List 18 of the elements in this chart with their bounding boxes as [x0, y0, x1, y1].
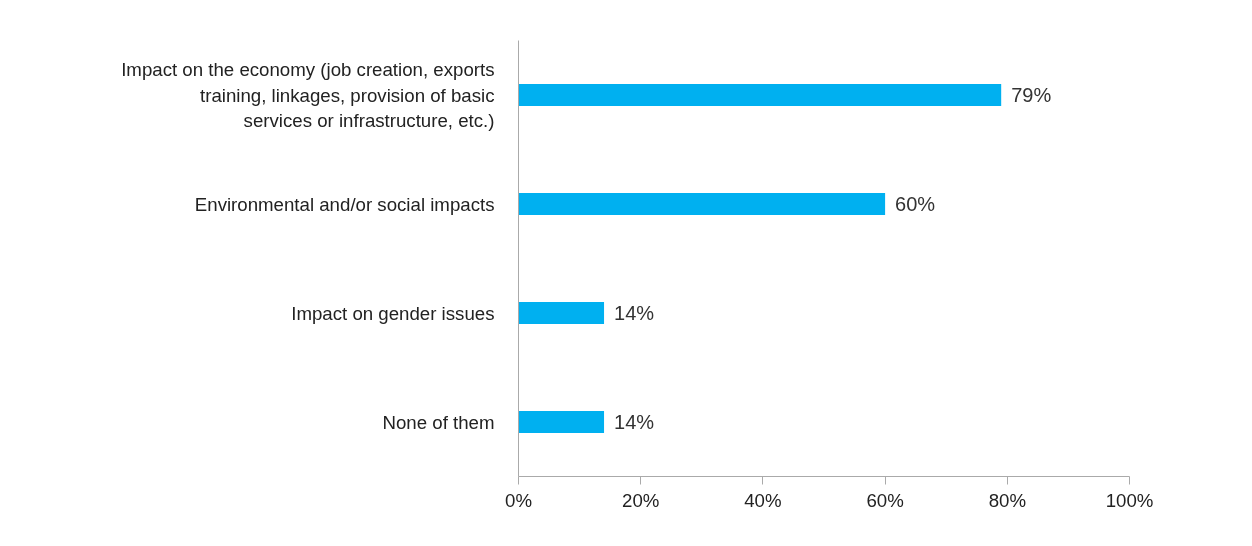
bar: [518, 193, 886, 215]
y-tick-label: Environmental and/or social impacts: [194, 193, 495, 215]
y-tick-label: None of them: [382, 411, 495, 433]
x-tick-label: 0%: [505, 489, 532, 511]
x-tick-label: 40%: [744, 489, 782, 511]
data-label: 14%: [614, 302, 655, 324]
x-tick-label: 100%: [1105, 489, 1154, 511]
x-tick-label: 60%: [866, 489, 904, 511]
data-label: 14%: [614, 411, 655, 433]
bar: [518, 84, 1002, 106]
x-tick-label: 20%: [622, 489, 660, 511]
y-tick-label: Impact on the economy (job creation, exports training, linkages, provision of basic services or infrastructure, etc.): [121, 59, 495, 131]
data-label: 79%: [1011, 84, 1052, 106]
bar: [518, 302, 605, 324]
x-tick-label: 80%: [988, 489, 1026, 511]
data-label: 60%: [895, 193, 936, 215]
bar: [518, 411, 605, 433]
y-tick-label: Impact on gender issues: [291, 302, 495, 324]
